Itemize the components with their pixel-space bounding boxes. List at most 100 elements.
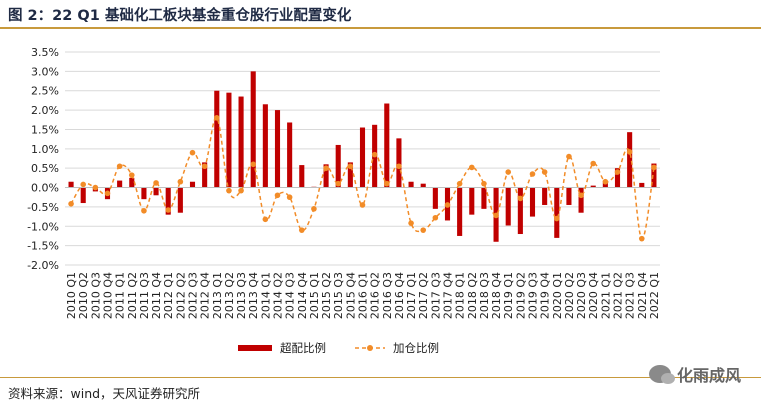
x-tick-label: 2022 Q1 xyxy=(648,272,661,319)
bar xyxy=(469,187,475,215)
line-point xyxy=(262,216,269,223)
line-point xyxy=(128,172,135,178)
x-tick-label: 2014 Q2 xyxy=(272,272,285,319)
line-point xyxy=(347,163,354,170)
line-point xyxy=(311,206,317,212)
line-point xyxy=(226,187,232,194)
legend-label-bar: 超配比例 xyxy=(280,341,326,355)
line-point xyxy=(651,164,657,171)
line-point xyxy=(359,202,366,208)
bar xyxy=(408,181,414,188)
x-tick-label: 2012 Q1 xyxy=(162,272,175,319)
bar xyxy=(554,187,560,238)
line-point xyxy=(481,180,487,187)
bar xyxy=(578,187,584,213)
x-tick-label: 2012 Q3 xyxy=(187,272,200,319)
x-tick-label: 2018 Q3 xyxy=(478,272,491,319)
y-tick-label: 3.0% xyxy=(31,65,59,78)
bar xyxy=(129,177,135,188)
x-tick-label: 2014 Q1 xyxy=(259,272,272,319)
line-point xyxy=(238,187,244,194)
x-tick-label: 2018 Q2 xyxy=(466,272,479,319)
line-point xyxy=(213,115,220,121)
bar xyxy=(566,187,572,205)
x-tick-label: 2013 Q1 xyxy=(211,272,224,319)
x-tick-label: 2012 Q2 xyxy=(174,272,187,319)
bar xyxy=(238,96,244,188)
line-point xyxy=(638,235,645,242)
bar xyxy=(335,144,341,188)
x-tick-label: 2020 Q1 xyxy=(551,272,564,319)
line-point xyxy=(553,215,560,222)
bar xyxy=(153,187,159,196)
x-tick-label: 2018 Q4 xyxy=(490,272,503,319)
line-point xyxy=(529,171,536,177)
bar xyxy=(602,182,608,188)
bar xyxy=(299,165,305,188)
line-point xyxy=(614,169,621,175)
line-point xyxy=(141,207,147,214)
x-tick-label: 2020 Q4 xyxy=(587,272,600,319)
y-tick-label: 0.5% xyxy=(31,162,59,175)
x-tick-label: 2020 Q2 xyxy=(563,272,576,319)
line-point xyxy=(189,149,196,156)
x-tick-label: 2021 Q2 xyxy=(612,272,625,319)
bar xyxy=(639,182,645,188)
bar xyxy=(651,163,657,188)
line-point xyxy=(371,151,378,158)
bar xyxy=(396,138,402,188)
x-tick-label: 2017 Q1 xyxy=(405,272,418,319)
bar xyxy=(274,110,281,188)
line-point xyxy=(298,227,305,233)
line-point xyxy=(250,161,257,168)
x-tick-label: 2016 Q1 xyxy=(357,272,370,319)
line-series xyxy=(68,115,657,242)
bar xyxy=(165,187,171,215)
y-tick-label: 1.5% xyxy=(31,123,59,136)
line-point xyxy=(68,201,74,207)
bar xyxy=(432,187,438,209)
top-divider xyxy=(0,27,761,29)
x-tick-label: 2017 Q3 xyxy=(429,272,442,319)
line-point xyxy=(517,195,524,202)
line-point xyxy=(286,194,293,201)
line-point xyxy=(201,163,208,170)
x-tick-label: 2021 Q3 xyxy=(624,272,637,319)
bar xyxy=(250,71,256,188)
bar xyxy=(505,187,511,226)
y-tick-label: 3.5% xyxy=(31,46,59,59)
bar xyxy=(117,180,123,188)
bar xyxy=(189,181,196,188)
bar xyxy=(517,187,523,235)
bar xyxy=(287,122,293,188)
legend-swatch-dot xyxy=(367,345,373,351)
x-tick-label: 2015 Q2 xyxy=(320,272,333,319)
bar xyxy=(590,185,596,188)
bar xyxy=(457,187,463,236)
bar xyxy=(177,187,183,213)
line-point xyxy=(468,164,475,171)
x-tick-label: 2016 Q4 xyxy=(393,272,406,319)
x-tick-label: 2013 Q2 xyxy=(223,272,236,319)
bar xyxy=(323,164,329,188)
y-tick-label: 0.0% xyxy=(31,182,59,195)
line-point xyxy=(116,163,123,170)
watermark: 化雨成风 xyxy=(648,362,741,386)
y-tick-label: 2.0% xyxy=(31,104,59,117)
x-tick-label: 2010 Q2 xyxy=(77,272,90,319)
y-tick-label: -1.0% xyxy=(27,220,59,233)
bar xyxy=(68,181,74,188)
line-point xyxy=(323,165,329,171)
legend-label-line: 加仓比例 xyxy=(393,341,439,355)
line-point xyxy=(444,202,451,208)
x-tick-label: 2019 Q2 xyxy=(514,272,527,319)
bar xyxy=(262,104,268,188)
x-axis-ticks: 2010 Q1 2010 Q2 2010 Q3 2010 Q4 2011 Q1 2011 … xyxy=(65,272,661,319)
bar xyxy=(226,92,232,188)
x-tick-label: 2011 Q2 xyxy=(126,272,139,319)
line-point xyxy=(274,192,281,199)
line-point xyxy=(541,169,548,175)
bar xyxy=(627,132,633,188)
x-tick-label: 2010 Q3 xyxy=(89,272,102,319)
line-point xyxy=(493,212,499,219)
